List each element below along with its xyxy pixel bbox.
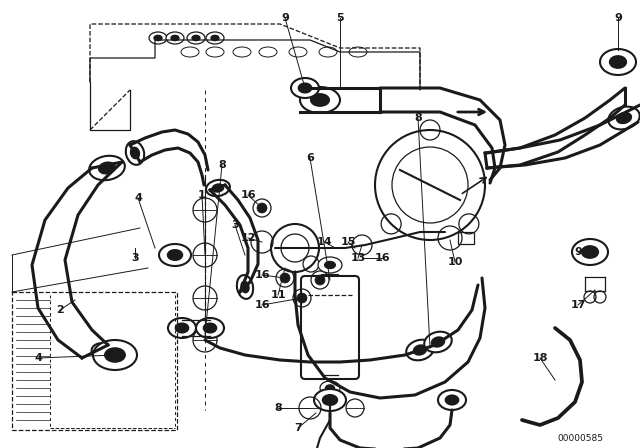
Ellipse shape xyxy=(149,32,167,44)
Ellipse shape xyxy=(168,318,196,338)
Ellipse shape xyxy=(414,345,426,355)
Ellipse shape xyxy=(105,348,125,362)
Ellipse shape xyxy=(572,239,608,265)
Text: 8: 8 xyxy=(414,113,422,123)
Ellipse shape xyxy=(311,94,329,106)
Ellipse shape xyxy=(326,385,335,391)
Text: 00000585: 00000585 xyxy=(557,434,603,443)
Text: 18: 18 xyxy=(532,353,548,363)
Ellipse shape xyxy=(192,35,200,41)
Text: 13: 13 xyxy=(350,253,365,263)
Text: 16: 16 xyxy=(240,190,256,200)
Ellipse shape xyxy=(211,35,219,41)
Text: 17: 17 xyxy=(570,300,586,310)
Text: 7: 7 xyxy=(294,423,302,433)
Text: 3: 3 xyxy=(231,220,239,230)
Bar xyxy=(458,232,474,244)
Ellipse shape xyxy=(99,163,115,173)
Ellipse shape xyxy=(92,343,122,365)
Text: 8: 8 xyxy=(274,403,282,413)
Text: 16: 16 xyxy=(254,300,270,310)
Ellipse shape xyxy=(438,390,466,410)
Ellipse shape xyxy=(212,184,223,192)
Ellipse shape xyxy=(324,261,335,269)
Ellipse shape xyxy=(131,148,139,158)
Text: 11: 11 xyxy=(270,290,285,300)
Ellipse shape xyxy=(582,246,598,258)
Ellipse shape xyxy=(171,35,179,41)
Text: 5: 5 xyxy=(336,13,344,23)
Ellipse shape xyxy=(600,49,636,75)
Bar xyxy=(12,292,177,430)
Ellipse shape xyxy=(610,56,626,68)
Ellipse shape xyxy=(100,349,114,359)
Ellipse shape xyxy=(93,340,137,370)
Text: 9: 9 xyxy=(281,13,289,23)
Ellipse shape xyxy=(196,318,224,338)
Ellipse shape xyxy=(166,32,184,44)
Ellipse shape xyxy=(608,107,640,129)
Ellipse shape xyxy=(206,32,224,44)
Ellipse shape xyxy=(406,340,434,360)
Text: 16: 16 xyxy=(374,253,390,263)
Text: 1: 1 xyxy=(198,190,206,200)
Text: 4: 4 xyxy=(134,193,142,203)
Text: 3: 3 xyxy=(131,253,139,263)
Ellipse shape xyxy=(320,381,340,395)
Circle shape xyxy=(257,203,267,213)
Circle shape xyxy=(315,275,325,285)
Ellipse shape xyxy=(168,250,182,260)
Ellipse shape xyxy=(206,180,230,196)
Ellipse shape xyxy=(159,244,191,266)
Circle shape xyxy=(297,293,307,303)
Ellipse shape xyxy=(187,32,205,44)
Text: 15: 15 xyxy=(340,237,356,247)
Text: 14: 14 xyxy=(317,237,333,247)
Text: 4: 4 xyxy=(34,353,42,363)
Ellipse shape xyxy=(299,83,311,92)
Text: 12: 12 xyxy=(240,233,256,243)
Ellipse shape xyxy=(237,275,253,299)
Ellipse shape xyxy=(300,87,340,113)
Circle shape xyxy=(280,273,290,283)
Text: 10: 10 xyxy=(447,257,463,267)
Ellipse shape xyxy=(204,323,216,332)
Text: 16: 16 xyxy=(254,270,270,280)
Ellipse shape xyxy=(314,389,346,411)
Text: 9: 9 xyxy=(574,247,582,257)
Text: 9: 9 xyxy=(614,13,622,23)
Ellipse shape xyxy=(445,396,458,405)
Ellipse shape xyxy=(323,395,337,405)
Ellipse shape xyxy=(154,35,162,41)
Ellipse shape xyxy=(126,141,144,165)
Ellipse shape xyxy=(241,282,249,293)
Ellipse shape xyxy=(89,156,125,180)
Ellipse shape xyxy=(291,78,319,98)
Ellipse shape xyxy=(318,257,342,273)
Ellipse shape xyxy=(617,113,631,123)
Text: 6: 6 xyxy=(306,153,314,163)
Ellipse shape xyxy=(424,332,452,352)
Text: 2: 2 xyxy=(56,305,64,315)
Ellipse shape xyxy=(176,323,188,332)
Ellipse shape xyxy=(432,337,444,347)
Text: 8: 8 xyxy=(218,160,226,170)
